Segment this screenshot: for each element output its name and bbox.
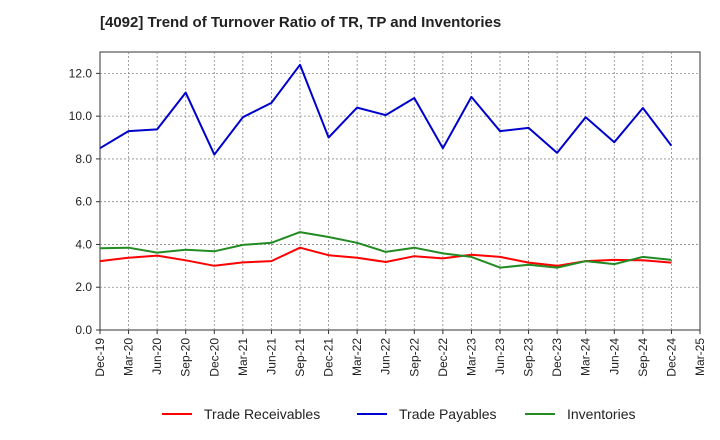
plot-area: [99, 51, 701, 331]
plot-border: [99, 51, 701, 331]
x-tick-label: Dec-20: [207, 338, 221, 377]
x-tick-label: Mar-25: [693, 338, 707, 376]
legend-label: Inventories: [567, 406, 635, 422]
x-tick-label: Sep-23: [522, 338, 536, 377]
x-tick-label: Jun-21: [264, 338, 278, 375]
x-axis: Dec-19 Mar-20 Jun-20 Sep-20 Dec-20 Mar-21 Jun-…: [93, 330, 707, 377]
x-tick-label: Jun-20: [150, 338, 164, 375]
x-tick-label: Mar-23: [464, 338, 478, 376]
x-tick-label: Sep-22: [407, 338, 421, 377]
x-tick-label: Jun-23: [493, 338, 507, 375]
x-tick-label: Dec-19: [93, 338, 107, 377]
legend-label: Trade Payables: [399, 406, 497, 422]
x-tick-label: Jun-24: [607, 338, 621, 375]
y-tick-label: 8.0: [75, 152, 92, 166]
legend: Trade Receivables Trade Payables Inventori…: [162, 406, 635, 422]
chart-title: [4092] Trend of Turnover Ratio of TR, TP…: [100, 14, 502, 31]
y-tick-label: 10.0: [69, 109, 93, 123]
y-tick-label: 4.0: [75, 237, 92, 251]
series-line-trade-payables: [99, 63, 673, 156]
x-tick-label: Dec-23: [550, 338, 564, 377]
x-tick-label: Mar-24: [579, 338, 593, 376]
series-lines: [99, 63, 673, 269]
y-tick-label: 0.0: [75, 323, 92, 337]
y-tick-label: 12.0: [69, 66, 93, 80]
x-tick-label: Dec-24: [664, 338, 678, 377]
x-tick-label: Dec-22: [436, 338, 450, 377]
y-axis: 0.0 2.0 4.0 6.0 8.0 10.0 12.0: [69, 66, 100, 337]
x-tick-label: Sep-24: [636, 338, 650, 377]
x-tick-label: Mar-21: [236, 338, 250, 376]
x-tick-label: Jun-22: [379, 338, 393, 375]
y-tick-label: 2.0: [75, 280, 92, 294]
series-line-inventories: [99, 231, 672, 269]
y-tick-label: 6.0: [75, 195, 92, 209]
x-tick-label: Dec-21: [322, 338, 336, 377]
x-tick-label: Sep-20: [179, 338, 193, 377]
legend-label: Trade Receivables: [204, 406, 320, 422]
x-tick-label: Mar-20: [122, 338, 136, 376]
x-tick-label: Sep-21: [293, 338, 307, 377]
x-tick-label: Mar-22: [350, 338, 364, 376]
grid-lines: [100, 52, 700, 330]
